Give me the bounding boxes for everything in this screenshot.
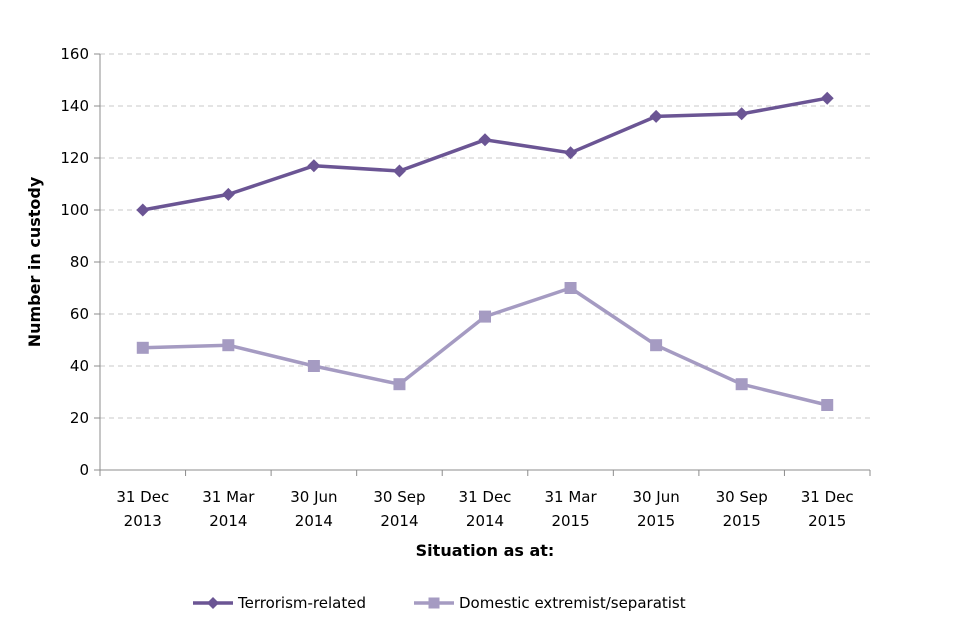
data-point xyxy=(564,282,577,294)
x-tick-label: 2014 xyxy=(380,512,418,530)
legend-label: Domestic extremist/separatist xyxy=(459,594,686,612)
x-tick-label: 30 Sep xyxy=(373,488,425,506)
series-domestic-extremist-separatist xyxy=(136,282,834,411)
data-point xyxy=(136,203,150,217)
series-line xyxy=(142,96,828,212)
data-point xyxy=(650,339,663,352)
x-tick-label: 2015 xyxy=(808,512,846,530)
x-tick-label: 31 Dec xyxy=(459,488,512,506)
x-tick-label: 30 Jun xyxy=(632,488,679,506)
gridlines xyxy=(100,53,870,419)
data-point xyxy=(649,109,663,123)
x-axis-ticks: 31 Dec 2013 31 Mar 2014 30 Jun 2014 30 Sep 2014… xyxy=(99,470,871,530)
data-point xyxy=(735,107,749,121)
x-tick-label: 2013 xyxy=(124,512,162,530)
data-point xyxy=(307,360,320,372)
data-point xyxy=(820,91,834,105)
x-tick-label: 30 Jun xyxy=(290,488,337,506)
data-point xyxy=(307,159,321,173)
x-tick-label: 2015 xyxy=(637,512,675,530)
x-tick-label: 2014 xyxy=(209,512,247,530)
data-point xyxy=(479,310,491,323)
data-point xyxy=(564,146,578,160)
x-tick-label: 2014 xyxy=(466,512,504,530)
y-axis-ticks: 0 20 40 60 80 100 120 140 160 xyxy=(60,45,100,479)
y-axis-title: Number in custody xyxy=(25,176,44,347)
legend-item: Terrorism-related xyxy=(193,594,366,612)
legend-label: Terrorism-related xyxy=(237,594,366,612)
data-point xyxy=(392,164,406,178)
data-point xyxy=(222,339,235,352)
x-tick-label: 31 Mar xyxy=(202,488,255,506)
data-point xyxy=(221,187,235,201)
series-group xyxy=(136,91,834,411)
legend-marker xyxy=(207,597,219,609)
data-point xyxy=(393,378,406,391)
y-tick-label: 120 xyxy=(60,149,89,167)
axes xyxy=(99,54,870,471)
data-point xyxy=(821,399,834,411)
y-tick-label: 80 xyxy=(70,253,89,271)
x-tick-label: 30 Sep xyxy=(716,488,768,506)
x-tick-label: 31 Dec xyxy=(116,488,169,506)
x-tick-label: 2015 xyxy=(551,512,589,530)
data-point xyxy=(136,341,149,354)
x-tick-label: 2014 xyxy=(295,512,333,530)
data-point xyxy=(478,133,492,147)
legend-marker xyxy=(428,597,440,609)
legend-item: Domestic extremist/separatist xyxy=(414,594,686,612)
legend: Terrorism-related Domestic extremist/sepa… xyxy=(193,594,686,612)
x-axis-title: Situation as at: xyxy=(416,541,555,560)
x-tick-label: 31 Dec xyxy=(801,488,854,506)
y-tick-label: 140 xyxy=(60,97,89,115)
x-tick-label: 31 Mar xyxy=(544,488,597,506)
y-tick-label: 0 xyxy=(79,461,89,479)
y-tick-label: 60 xyxy=(70,305,89,323)
data-point xyxy=(735,378,748,391)
y-tick-label: 40 xyxy=(70,357,89,375)
series-terrorism-related xyxy=(136,91,834,217)
y-tick-label: 100 xyxy=(60,201,89,219)
y-tick-label: 160 xyxy=(60,45,89,63)
x-tick-label: 2015 xyxy=(723,512,761,530)
y-tick-label: 20 xyxy=(70,409,89,427)
series-line xyxy=(142,286,828,407)
